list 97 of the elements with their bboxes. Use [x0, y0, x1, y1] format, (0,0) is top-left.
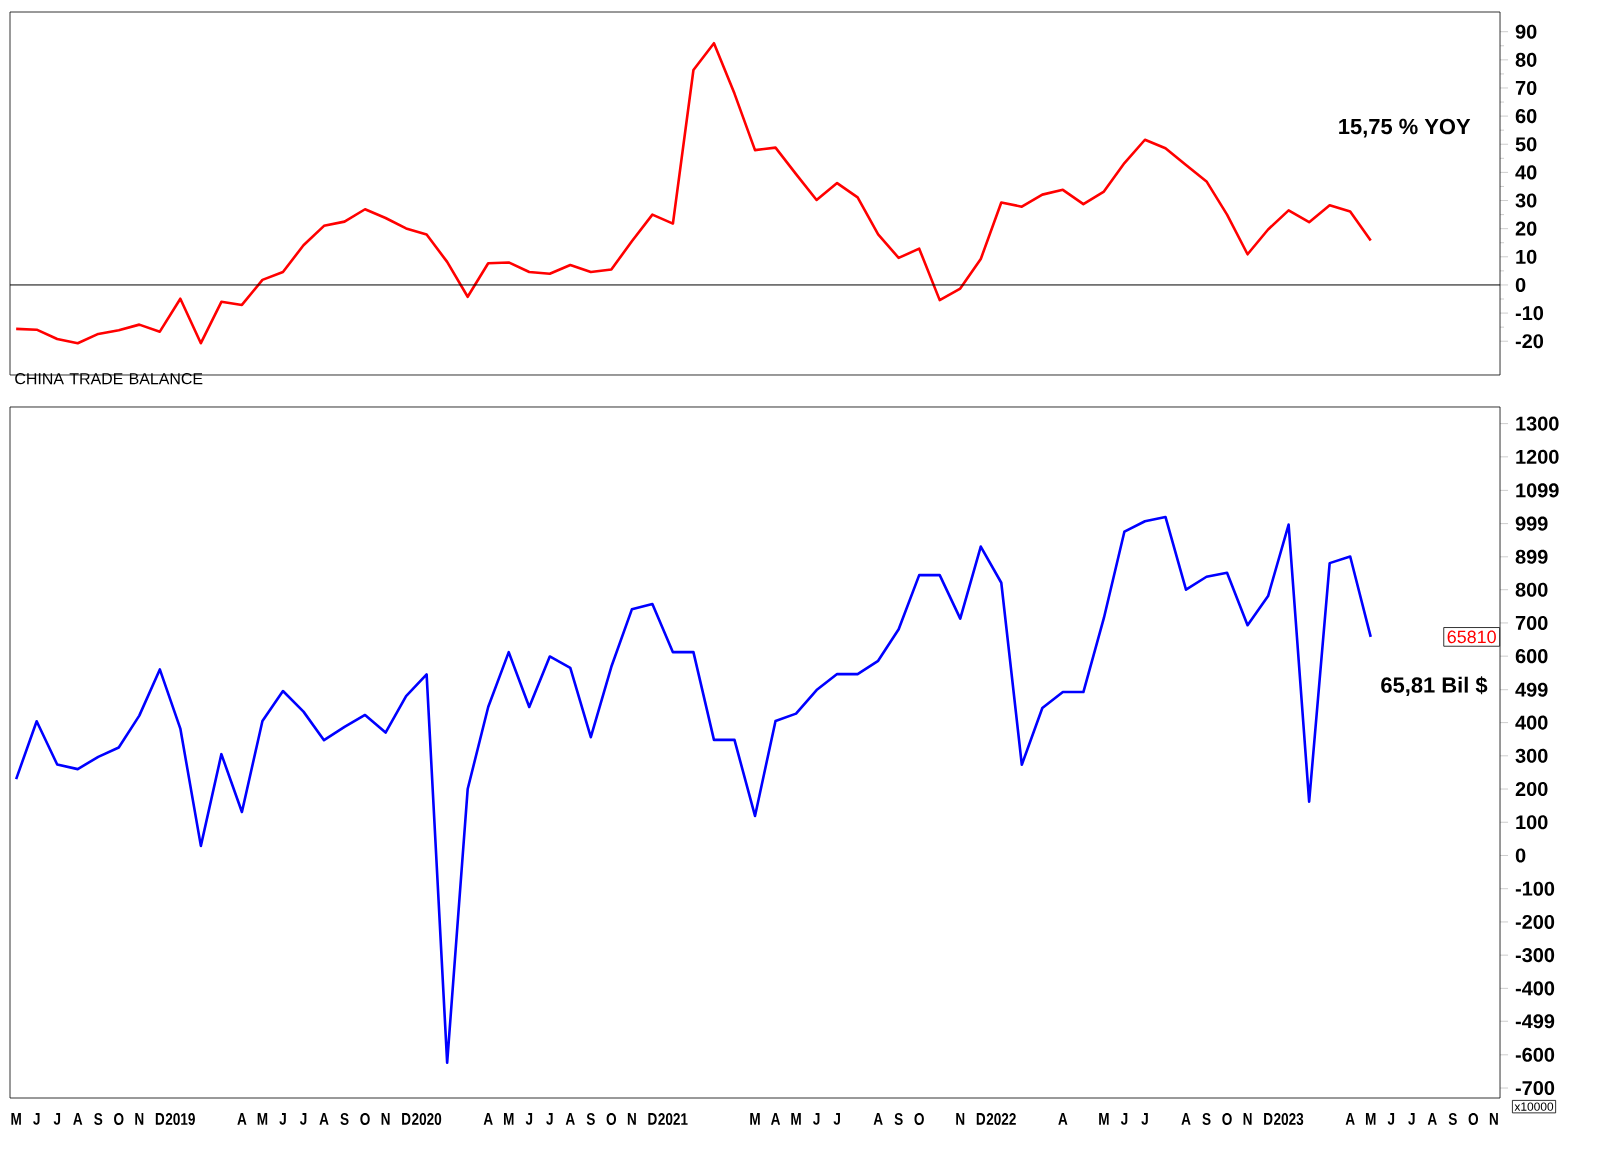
x-tick-label: 2023 — [1274, 1113, 1304, 1126]
y-tick-label: 300 — [1515, 748, 1548, 763]
y-tick-label: -300 — [1515, 948, 1555, 963]
y-tick-label: 200 — [1515, 781, 1548, 797]
x-tick-label: A — [770, 1113, 781, 1125]
x-tick-label: A — [1181, 1113, 1191, 1125]
x-tick-label: J — [546, 1113, 553, 1125]
x-tick-label: 2021 — [658, 1113, 688, 1126]
x-tick-label: O — [1468, 1113, 1479, 1126]
x-tick-label: N — [381, 1113, 390, 1125]
x-tick-label: O — [360, 1113, 370, 1126]
y-tick-label: 0 — [1515, 277, 1526, 292]
x-tick-label: J — [833, 1113, 840, 1125]
x-tick-label: S — [94, 1113, 103, 1126]
x-tick-label: D — [155, 1113, 165, 1125]
x-tick-label: S — [894, 1113, 903, 1126]
x-tick-label: M — [750, 1113, 760, 1125]
y-tick-label: 70 — [1515, 80, 1537, 96]
x-tick-label: S — [1448, 1113, 1457, 1126]
x-tick-label: N — [627, 1113, 636, 1125]
x-tick-label: A — [1345, 1113, 1355, 1125]
annotation: 15,75 % YOY — [1339, 118, 1471, 138]
x-tick-label: O — [1222, 1113, 1232, 1126]
x-tick-label: M — [1365, 1113, 1376, 1125]
x-tick-label: M — [503, 1113, 514, 1125]
x-tick-label: A — [237, 1113, 247, 1125]
x-tick-label: J — [1120, 1113, 1128, 1125]
line-series — [14, 515, 1373, 1065]
y-tick-label: 40 — [1515, 165, 1537, 180]
y-tick-label: -700 — [1515, 1080, 1555, 1096]
y-tick-label: -600 — [1515, 1047, 1555, 1062]
y-tick-label: 50 — [1515, 137, 1537, 152]
y-tick-label: 90 — [1515, 24, 1537, 39]
x-tick-label: D — [648, 1113, 657, 1125]
y-tick-label: -100 — [1515, 881, 1555, 896]
x-tick-label: A — [483, 1113, 493, 1125]
x-tick-label: M — [257, 1113, 268, 1125]
x-tick-label: A — [73, 1113, 83, 1125]
x-tick-label: D — [976, 1113, 986, 1125]
x-tick-label: A — [1058, 1113, 1068, 1125]
x-tick-label: J — [33, 1113, 40, 1125]
x-tick-label: J — [525, 1113, 533, 1125]
y-tick-label: -400 — [1515, 981, 1555, 996]
x-tick-label: 2020 — [412, 1113, 442, 1126]
x-tick-label: 2022 — [986, 1113, 1016, 1126]
chart-title: CHINA TRADE BALANCE — [15, 373, 203, 385]
x-tick-label: M — [791, 1113, 801, 1125]
x-tick-label: N — [1489, 1113, 1498, 1125]
y-tick-label: -10 — [1515, 306, 1544, 321]
x-tick-label: J — [1141, 1113, 1148, 1125]
x-tick-label: J — [53, 1113, 61, 1125]
x-tick-label: A — [873, 1113, 883, 1125]
x-tick-label: J — [279, 1113, 286, 1125]
x-tick-label: D — [402, 1113, 411, 1125]
y-tick-label: 0 — [1515, 848, 1526, 863]
x-tick-label: J — [299, 1113, 307, 1125]
x-tick-label: J — [813, 1113, 820, 1125]
y-tick-label: -200 — [1515, 914, 1555, 929]
x-tick-label: N — [1243, 1113, 1252, 1125]
y-tick-label: 1200 — [1516, 449, 1559, 464]
x-tick-label: 2019 — [165, 1113, 195, 1126]
x-tick-label: S — [340, 1113, 349, 1126]
y-tick-label: 60 — [1515, 109, 1537, 124]
y-tick-label: -499 — [1515, 1014, 1555, 1029]
y-tick-label: -20 — [1515, 334, 1544, 349]
x-tick-label: M — [11, 1113, 21, 1125]
x-tick-label: A — [319, 1113, 329, 1125]
y-tick-label: 700 — [1515, 615, 1548, 630]
x-tick-label: O — [606, 1113, 617, 1126]
text: x10000 — [1514, 1102, 1554, 1111]
x-tick-label: D — [1264, 1113, 1273, 1125]
x-tick-label: J — [1387, 1113, 1395, 1125]
x-tick-label: N — [956, 1113, 965, 1125]
x-tick-label: A — [1427, 1113, 1437, 1125]
y-tick-label: 1300 — [1516, 416, 1559, 431]
x-tick-label: O — [114, 1113, 124, 1126]
y-tick-label: 1099 — [1516, 483, 1559, 498]
y-tick-label: 400 — [1515, 715, 1548, 730]
y-tick-label: 899 — [1515, 549, 1548, 564]
x-tick-label: A — [565, 1113, 575, 1125]
x-tick-label: J — [1408, 1113, 1415, 1125]
x-tick-label: O — [914, 1113, 924, 1126]
y-tick-label: 600 — [1515, 649, 1548, 664]
y-tick-label: 20 — [1515, 221, 1537, 236]
y-tick-label: 80 — [1515, 52, 1537, 67]
y-tick-label: 100 — [1516, 815, 1548, 830]
annotation: 65,81 Bil $ — [1381, 676, 1488, 697]
y-tick-label: 800 — [1515, 582, 1548, 597]
x-tick-label: S — [586, 1113, 595, 1126]
y-tick-label: 999 — [1515, 516, 1548, 531]
y-tick-label: 30 — [1515, 193, 1537, 208]
x-tick-label: S — [1202, 1113, 1211, 1126]
x-tick-label: M — [1099, 1113, 1109, 1125]
y-tick-label: 499 — [1515, 682, 1548, 697]
x-tick-label: N — [135, 1113, 144, 1125]
y-tick-label: 10 — [1516, 249, 1537, 264]
annotation: 65810 — [1447, 630, 1496, 644]
